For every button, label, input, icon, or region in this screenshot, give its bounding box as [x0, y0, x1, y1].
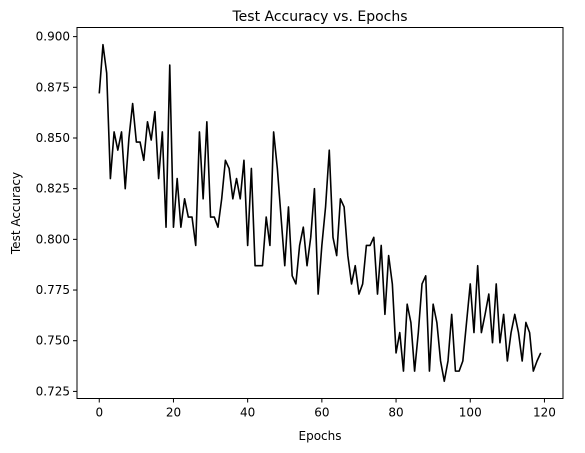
x-tick-label: 60 [314, 406, 329, 420]
chart-title: Test Accuracy vs. Epochs [231, 9, 407, 25]
y-axis-ticks: 0.725 0.750 0.775 0.800 0.825 0.850 0.875 0.900 [36, 30, 77, 398]
y-tick-label: 0.900 [36, 30, 70, 44]
plot-frame [76, 27, 564, 399]
y-tick-label: 0.775 [36, 283, 70, 297]
x-tick-label: 40 [240, 406, 255, 420]
y-tick-label: 0.850 [36, 131, 70, 145]
y-tick-label: 0.725 [36, 384, 70, 398]
accuracy-series-line [98, 43, 542, 383]
y-axis-label: Test Accuracy [9, 172, 23, 255]
x-tick-label: 120 [533, 406, 556, 420]
y-tick-label: 0.750 [36, 334, 70, 348]
x-tick-label: 20 [166, 406, 181, 420]
y-tick-label: 0.800 [36, 232, 70, 246]
y-tick-label: 0.825 [36, 182, 70, 196]
x-tick-label: 0 [95, 406, 103, 420]
x-axis-ticks: 0 20 40 60 80 100 120 [95, 398, 556, 420]
y-tick-label: 0.875 [36, 80, 70, 94]
x-tick-label: 80 [388, 406, 403, 420]
x-axis-label: Epochs [299, 429, 342, 443]
x-tick-label: 100 [459, 406, 482, 420]
